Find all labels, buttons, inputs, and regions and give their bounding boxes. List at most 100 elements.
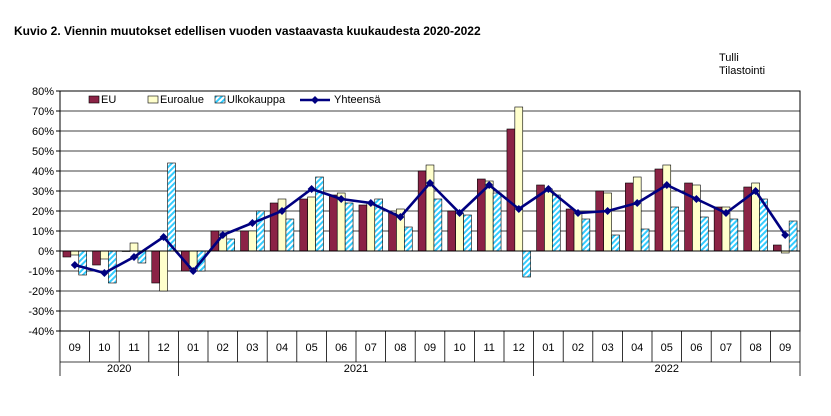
euroalue-bar [248, 230, 257, 252]
eu-bar [417, 170, 427, 252]
eu-bar [447, 210, 456, 252]
euroalue-bar [307, 196, 316, 252]
x-tick-label: 02 [572, 342, 584, 354]
eu-bar [299, 198, 308, 252]
euroalue-bar [484, 180, 494, 252]
x-tick-label: 03 [601, 342, 613, 354]
eu-bar [269, 202, 279, 252]
x-tick-label: 01 [187, 342, 199, 354]
yhteensa-point [426, 179, 434, 187]
y-tick-label: 20% [32, 206, 54, 218]
source-label: Tulli Tilastointi [719, 52, 765, 78]
x-tick-label: 12 [513, 342, 525, 354]
y-tick-label: 80% [32, 86, 54, 98]
euroalue-bar [514, 106, 524, 252]
euroalue-bar [455, 212, 464, 252]
eu-bar [654, 168, 664, 252]
euroalue-bar [70, 250, 80, 256]
legend: EU Euroalue Ulkokauppa Yhteensä [88, 94, 381, 106]
x-tick-label: 05 [305, 342, 317, 354]
total-line [70, 179, 790, 277]
legend-yhteensa-label: Yhteensä [334, 94, 381, 106]
yhteensa-point [603, 207, 612, 215]
eu-bar [240, 230, 249, 252]
plot-frame [59, 90, 801, 332]
yhteensa-point [248, 219, 257, 227]
yhteensa-point [485, 181, 494, 189]
euroalue-bar [277, 198, 287, 252]
x-tick-label: 09 [424, 342, 436, 354]
eu-bar [388, 212, 397, 252]
yhteensa-point [366, 199, 375, 207]
euroalue-bar [662, 164, 672, 252]
ulkokauppa-bar [433, 198, 443, 252]
yhteensa-point [722, 209, 730, 217]
eu-bar [506, 128, 516, 252]
euroalue-bar [603, 192, 612, 252]
chart-title: Kuvio 2. Viennin muutokset edellisen vuo… [14, 24, 481, 38]
yhteensa-point [514, 205, 523, 213]
ulkokauppa-bar [788, 220, 798, 252]
legend-euroalue-swatch [147, 95, 159, 104]
x-tick-label: 03 [246, 342, 258, 354]
year-label: 2021 [344, 363, 368, 375]
x-tick-label: 09 [779, 342, 791, 354]
yhteensa-point [662, 181, 671, 189]
x-tick-label: 08 [394, 342, 406, 354]
ulkokauppa-bar [552, 194, 561, 252]
yhteensa-point [692, 195, 701, 203]
eu-bar [329, 194, 338, 252]
legend-euroalue-label: Euroalue [160, 94, 204, 106]
yhteensa-point [574, 209, 582, 217]
x-tick-label: 02 [217, 342, 229, 354]
x-tick-label: 11 [128, 342, 139, 354]
ulkokauppa-bar [581, 218, 591, 252]
yhteensa-point [544, 185, 553, 193]
ulkokauppa-bar [463, 214, 472, 252]
ulkokauppa-bar [226, 238, 235, 252]
axes: 80% 70% 60% 50% 40% 30% 20% 10% 0% -10% -20% -30% -4… [28, 86, 801, 376]
legend-ulkokauppa-swatch [214, 95, 226, 104]
ulkokauppa-bar [404, 226, 413, 252]
x-tick-label: 09 [69, 342, 81, 354]
yhteensa-point [70, 261, 79, 269]
yhteensa-point [455, 209, 464, 217]
euroalue-bar [100, 250, 109, 260]
x-tick-label: 08 [749, 342, 761, 354]
ulkokauppa-bar [344, 202, 354, 252]
y-tick-label: -40% [28, 326, 54, 338]
x-tick-label: 04 [631, 342, 643, 354]
x-tick-label: 07 [720, 342, 732, 354]
euroalue-bar [159, 250, 168, 292]
y-tick-label: 0% [38, 246, 54, 258]
euroalue-bar [544, 188, 553, 252]
yhteensa-point [396, 213, 405, 221]
yhteensa-point [278, 207, 286, 215]
eu-bar [358, 204, 368, 252]
x-tick-label: 10 [98, 342, 110, 354]
y-tick-label: 60% [32, 126, 54, 138]
ulkokauppa-bar [700, 216, 709, 252]
legend-eu-label: EU [101, 94, 116, 106]
ulkokauppa-bar [640, 228, 650, 252]
x-tick-label: 12 [157, 342, 169, 354]
ulkokauppa-bar [285, 218, 295, 252]
ulkokauppa-bar [611, 234, 620, 252]
euroalue-bar [366, 202, 376, 252]
ulkokauppa-bar [729, 218, 739, 252]
yhteensa-point [337, 195, 346, 203]
x-tick-label: 06 [335, 342, 347, 354]
eu-bar [595, 190, 604, 252]
eu-bar [625, 182, 634, 252]
source-line-1: Tulli [719, 52, 739, 64]
ulkokauppa-bar [256, 210, 265, 252]
yhteensa-point [218, 231, 227, 239]
x-tick-label: 10 [453, 342, 465, 354]
yhteensa-point [781, 231, 790, 239]
eu-bar [565, 208, 575, 252]
yhteensa-point [159, 233, 168, 241]
y-tick-label: -30% [28, 306, 54, 318]
euroalue-bar [573, 212, 583, 252]
ulkokauppa-bar [315, 176, 324, 252]
